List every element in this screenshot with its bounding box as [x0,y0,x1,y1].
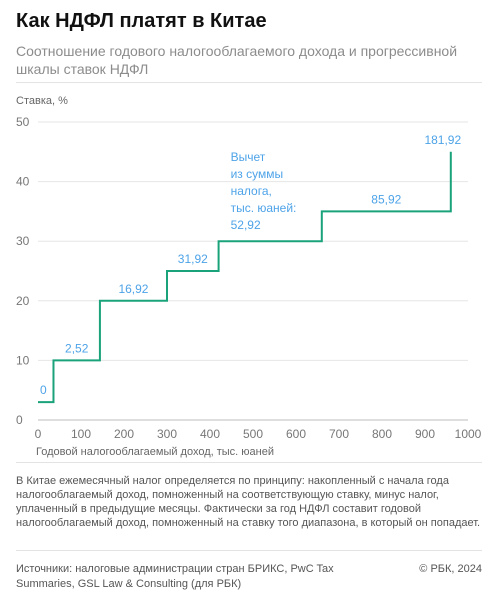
chart-bottom-divider [16,462,482,463]
top-divider [16,82,482,83]
annotation-line: из суммы [231,167,284,181]
annotation-line: налога, [231,184,272,198]
deduction-label: 85,92 [371,192,401,206]
annotation-line: тыс. юаней: [231,201,297,215]
y-tick-0: 0 [16,413,23,427]
x-tick-200: 200 [114,427,134,441]
y-tick-10: 10 [16,353,30,367]
tax-rate-step-line [38,151,452,404]
deduction-labels: 0 2,52 16,92 31,92 85,92 181,92 [40,133,461,397]
x-tick-900: 900 [415,427,435,441]
annotation-line: Вычет [231,150,266,164]
deduction-annotation: Вычет из суммы налога, тыс. юаней: 52,92 [231,150,297,232]
deduction-label: 2,52 [65,341,89,355]
deduction-label: 52,92 [231,218,261,232]
step-chart: 0 10 20 30 40 50 0 100 200 300 400 500 600 700 800 900… [16,115,482,458]
deduction-label: 16,92 [118,282,148,296]
chart-subtitle: Соотношение годового налогооблагаемого д… [16,43,458,77]
chart-title: Как НДФЛ платят в Китае [16,10,267,32]
y-tick-40: 40 [16,175,30,189]
x-tick-500: 500 [243,427,263,441]
deduction-label: 31,92 [178,252,208,266]
deduction-label: 0 [40,383,47,397]
y-tick-labels: 0 10 20 30 40 50 [16,115,30,427]
x-tick-300: 300 [157,427,177,441]
x-tick-600: 600 [286,427,306,441]
deduction-label: 181,92 [424,133,461,147]
x-tick-400: 400 [200,427,220,441]
sources-text: Источники: налоговые администрации стран… [16,563,334,590]
x-tick-1000: 1000 [455,427,482,441]
y-tick-50: 50 [16,115,30,129]
x-tick-700: 700 [329,427,349,441]
x-tick-labels: 0 100 200 300 400 500 600 700 800 900 1000 [35,427,482,441]
y-axis-label: Ставка, % [16,95,68,107]
y-tick-20: 20 [16,294,30,308]
copyright-text: © РБК, 2024 [419,563,482,575]
y-tick-30: 30 [16,234,30,248]
x-tick-100: 100 [71,427,91,441]
methodology-note: В Китае ежемесячный налог определяется п… [16,475,481,529]
grid-lines [38,121,468,421]
x-tick-0: 0 [35,427,42,441]
x-axis-label: Годовой налогооблагаемый доход, тыс. юан… [36,446,274,458]
x-tick-800: 800 [372,427,392,441]
footer-divider [16,550,482,551]
